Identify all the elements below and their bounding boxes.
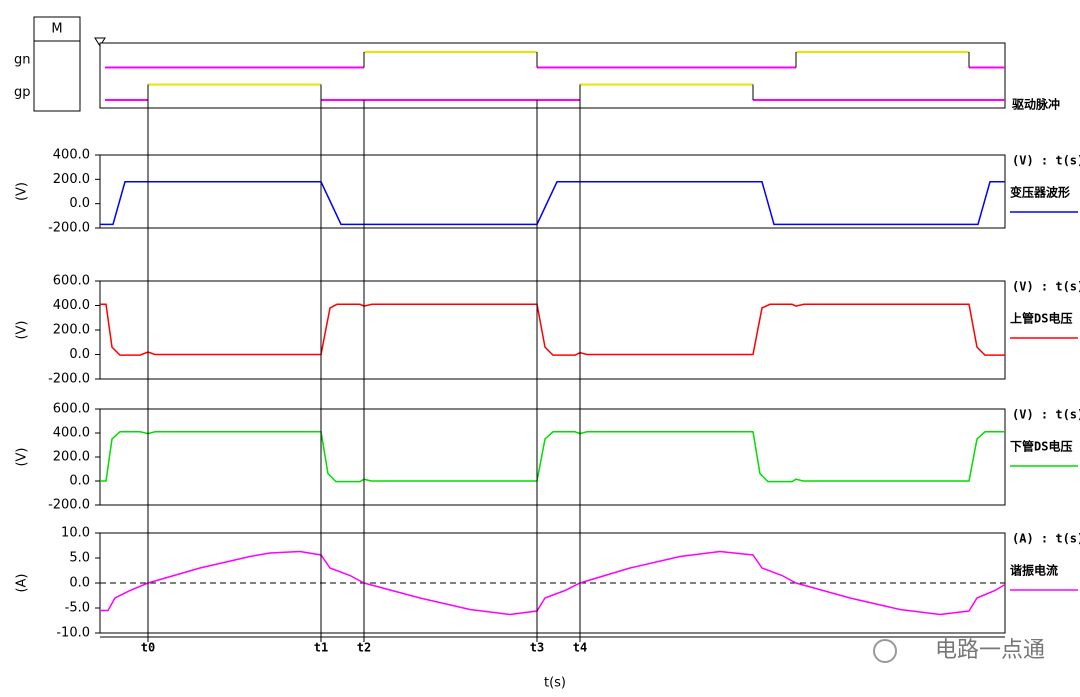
legend-box-label: M xyxy=(51,22,62,37)
y-tick-label: 0.0 xyxy=(69,347,90,362)
y-axis-label: (V) xyxy=(15,447,30,466)
cursor-marker xyxy=(94,37,106,47)
panel-frame xyxy=(99,280,1006,380)
y-axis-label: (V) xyxy=(15,320,30,339)
y-tick-label: 400.0 xyxy=(53,426,90,441)
waveform xyxy=(100,303,1005,356)
y-tick-label: 600.0 xyxy=(53,402,90,417)
y-tick-label: -200.0 xyxy=(48,372,90,387)
time-marker-label: t3 xyxy=(530,641,544,655)
waveform xyxy=(100,550,1006,616)
time-marker-label: t1 xyxy=(314,641,328,655)
y-tick-label: -200.0 xyxy=(48,221,90,236)
unit-label: (V) : t(s) xyxy=(1012,280,1080,294)
y-tick-label: 0.0 xyxy=(69,474,90,489)
x-axis-label: t(s) xyxy=(544,676,566,691)
panel-frame xyxy=(99,42,1006,109)
unit-label: (A) : t(s) xyxy=(1012,532,1080,546)
series-name: 下管DS电压 xyxy=(1010,439,1072,454)
series-name: 谐振电流 xyxy=(1010,563,1058,578)
y-axis-label: (V) xyxy=(15,182,30,201)
y-tick-label: 10.0 xyxy=(61,526,90,541)
panel-label: 驱动脉冲 xyxy=(1012,97,1060,112)
watermark-icon xyxy=(873,639,897,663)
time-marker-label: t0 xyxy=(141,641,155,655)
watermark: 电路一点通 xyxy=(935,638,1045,663)
waveform xyxy=(100,431,1005,483)
waveform xyxy=(100,181,1005,226)
y-tick-label: 400.0 xyxy=(53,298,90,313)
series-name: 上管DS电压 xyxy=(1010,311,1072,326)
y-tick-label: 600.0 xyxy=(53,274,90,289)
y-tick-label: -10.0 xyxy=(56,626,90,641)
y-tick-label: 400.0 xyxy=(53,148,90,163)
series-name: 变压器波形 xyxy=(1010,185,1070,200)
y-axis-label: (A) xyxy=(15,573,30,592)
unit-label: (V) : t(s) xyxy=(1012,408,1080,422)
y-tick-label: 200.0 xyxy=(53,172,90,187)
time-marker-label: t2 xyxy=(357,641,371,655)
y-tick-label: 0.0 xyxy=(69,576,90,591)
y-tick-label: 5.0 xyxy=(69,551,90,566)
y-tick-label: -5.0 xyxy=(65,601,90,616)
panel-frame xyxy=(99,408,1006,506)
row-label: gn xyxy=(14,52,31,67)
time-marker-label: t4 xyxy=(573,641,587,655)
y-tick-label: 200.0 xyxy=(53,323,90,338)
legend-box xyxy=(33,16,81,112)
row-label: gp xyxy=(14,85,31,100)
unit-label: (V) : t(s) xyxy=(1012,154,1080,168)
y-tick-label: 200.0 xyxy=(53,450,90,465)
y-tick-label: 0.0 xyxy=(69,196,90,211)
y-tick-label: -200.0 xyxy=(48,498,90,513)
